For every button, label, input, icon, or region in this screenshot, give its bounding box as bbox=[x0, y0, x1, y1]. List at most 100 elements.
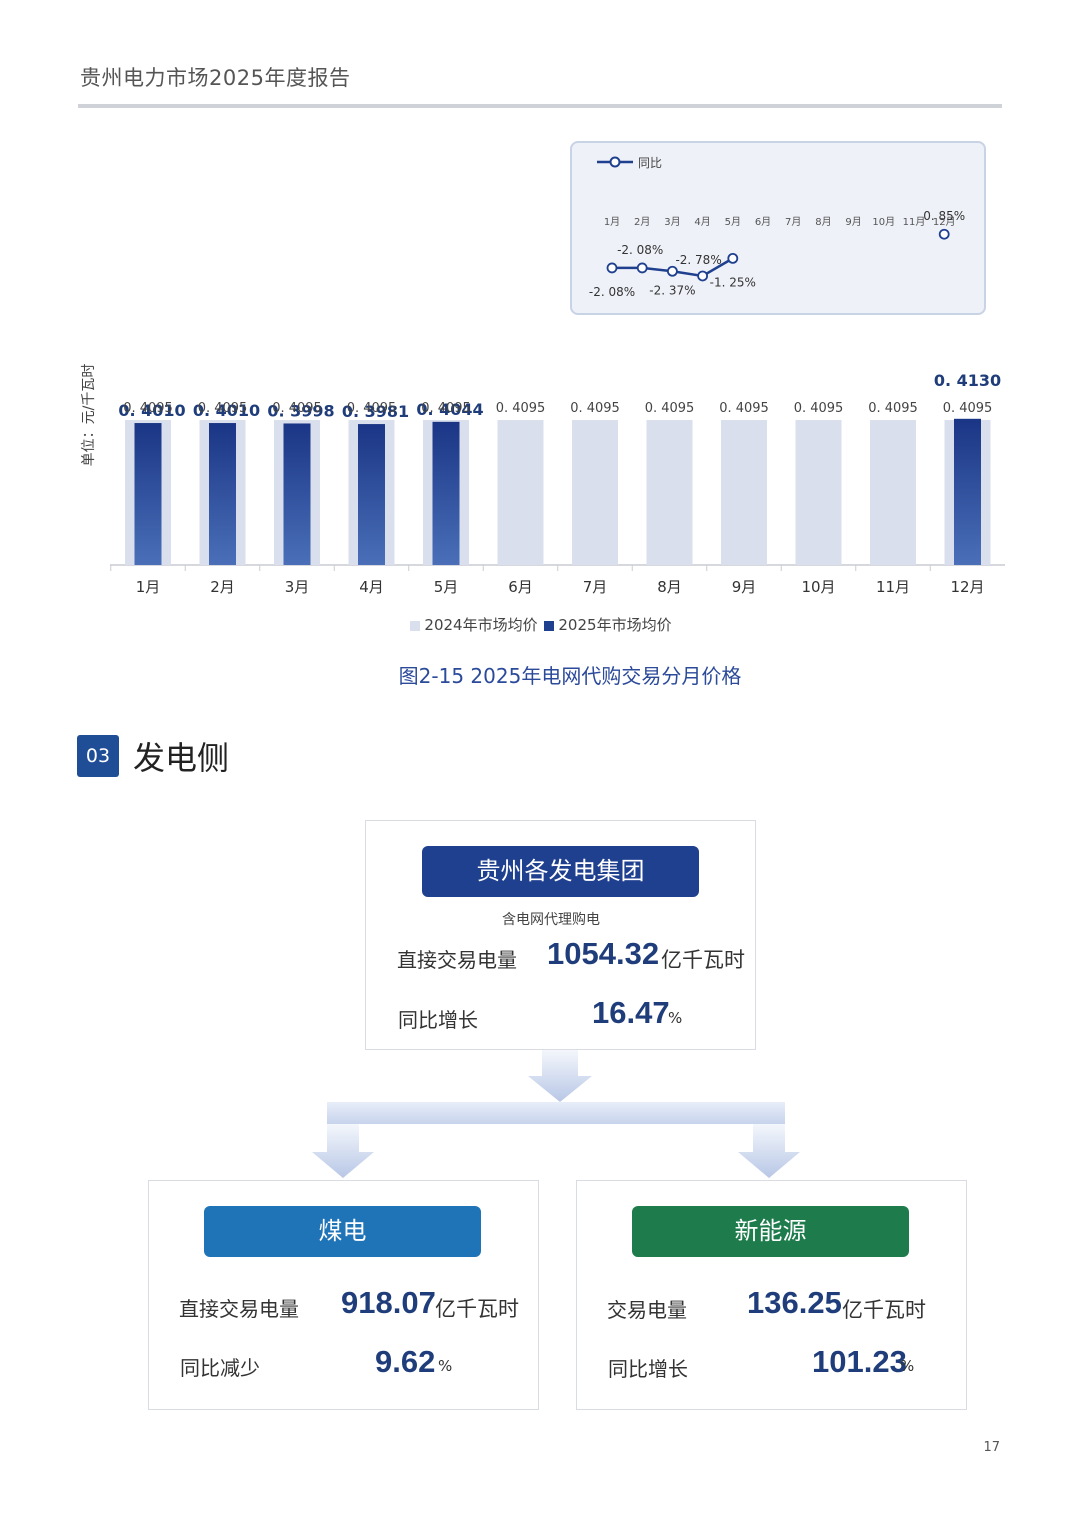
header-divider bbox=[78, 104, 1002, 108]
legend-swatch-2025 bbox=[544, 620, 555, 631]
generation-group-pill: 贵州各发电集团 bbox=[422, 846, 699, 897]
section-title: 发电侧 bbox=[133, 739, 230, 777]
bar-2025-label: 0. 4130 bbox=[934, 371, 1001, 390]
coal-row1-value: 918.07 bbox=[341, 1285, 436, 1320]
inset-x-label: 1月 bbox=[604, 216, 620, 228]
bar-2024 bbox=[572, 420, 618, 565]
new-row2-label: 同比增长 bbox=[608, 1357, 688, 1381]
bar-2024-label: 0. 4095 bbox=[570, 401, 620, 416]
new-row1-unit: 亿千瓦时 bbox=[842, 1298, 926, 1322]
bar-2025 bbox=[358, 424, 385, 565]
bar-2025-label: 0. 4044 bbox=[416, 400, 483, 419]
coal-row1-label: 直接交易电量 bbox=[179, 1297, 299, 1321]
x-tick-label: 7月 bbox=[583, 578, 608, 596]
inset-x-label: 8月 bbox=[815, 216, 831, 228]
inset-x-label: 3月 bbox=[664, 216, 680, 228]
center-down-arrow bbox=[528, 1050, 592, 1102]
note-text: 含电网代理购电 bbox=[502, 912, 600, 928]
new-row2-value: 101.23 bbox=[812, 1344, 907, 1379]
bar-2024 bbox=[795, 420, 842, 565]
top-row2-value: 16.47 bbox=[592, 995, 670, 1030]
bar-2025-label: 0. 4010 bbox=[118, 401, 185, 420]
yoy-point bbox=[636, 262, 648, 274]
new-row2-unit: % bbox=[900, 1357, 915, 1375]
yoy-point-label: -2. 08% bbox=[617, 243, 663, 257]
chart-legend: 2024年市场均价 2025年市场均价 bbox=[0, 614, 1080, 635]
yoy-point bbox=[667, 265, 678, 277]
inset-x-label: 2月 bbox=[634, 216, 650, 228]
yoy-point bbox=[727, 252, 739, 264]
bar-2025-label: 0. 3998 bbox=[267, 401, 334, 420]
bar-2025-label: 0. 4010 bbox=[193, 401, 260, 420]
new-row1-label: 交易电量 bbox=[607, 1298, 687, 1322]
new-energy-pill: 新能源 bbox=[632, 1206, 909, 1257]
bar-2024-label: 0. 4095 bbox=[496, 401, 546, 416]
bar-2025 bbox=[209, 423, 236, 565]
bar-2024-label: 0. 4095 bbox=[794, 401, 844, 416]
top-row2-unit: % bbox=[668, 1009, 683, 1027]
legend-2025-label: 2025年市场均价 bbox=[558, 616, 672, 634]
y-axis-label: 单位：元/千瓦时 bbox=[81, 364, 97, 467]
top-row2-label: 同比增长 bbox=[398, 1008, 478, 1032]
inset-x-label: 7月 bbox=[785, 216, 801, 228]
yoy-inset-panel bbox=[570, 141, 986, 315]
inset-x-label: 11月 bbox=[903, 216, 926, 228]
coal-row2-unit: % bbox=[438, 1357, 453, 1375]
bar-2025 bbox=[283, 423, 311, 565]
inset-x-label: 10月 bbox=[872, 216, 895, 228]
coal-row2-label: 同比减少 bbox=[180, 1356, 260, 1380]
yoy-point bbox=[606, 262, 618, 274]
yoy-point bbox=[697, 270, 709, 282]
inset-x-label: 6月 bbox=[755, 216, 771, 228]
yoy-point-label: -2. 78% bbox=[675, 253, 721, 267]
split-bar bbox=[327, 1102, 785, 1124]
left-down-arrow bbox=[312, 1124, 374, 1178]
coal-row2-value: 9.62 bbox=[375, 1344, 436, 1379]
coal-row1-unit: 亿千瓦时 bbox=[435, 1297, 519, 1321]
bar-2024-label: 0. 4095 bbox=[198, 401, 248, 416]
x-tick-label: 9月 bbox=[732, 578, 757, 596]
bar-2024-label: 0. 4095 bbox=[645, 401, 695, 416]
yoy-point-label: 0. 85% bbox=[923, 209, 965, 223]
top-row1-value: 1054.32 bbox=[547, 936, 660, 971]
x-tick-label: 1月 bbox=[136, 578, 161, 596]
inset-x-label: 12月 bbox=[933, 216, 956, 228]
yoy-point-label: -2. 37% bbox=[649, 283, 695, 297]
yoy-point-label: -2. 08% bbox=[589, 285, 635, 299]
legend-2024-label: 2024年市场均价 bbox=[424, 616, 538, 634]
bar-2024-label: 0. 4095 bbox=[123, 401, 173, 416]
bar-2024 bbox=[497, 420, 544, 565]
bar-2025 bbox=[432, 421, 460, 565]
x-tick-label: 4月 bbox=[359, 578, 384, 596]
page-number: 17 bbox=[983, 1440, 1000, 1455]
x-tick-label: 10月 bbox=[801, 578, 835, 596]
bar-2024 bbox=[870, 420, 916, 565]
bar-2024-label: 0. 4095 bbox=[719, 401, 769, 416]
bar-2024-label: 0. 4095 bbox=[272, 401, 322, 416]
legend-swatch-2024 bbox=[410, 620, 421, 631]
new-row1-value: 136.25 bbox=[747, 1285, 842, 1320]
section-number-badge: 03 bbox=[77, 735, 119, 777]
yoy-point bbox=[938, 228, 950, 240]
report-title: 贵州电力市场2025年度报告 bbox=[80, 66, 351, 90]
bar-2025 bbox=[954, 418, 981, 565]
bar-2024-label: 0. 4095 bbox=[347, 401, 397, 416]
x-tick-label: 5月 bbox=[434, 578, 459, 596]
x-tick-label: 3月 bbox=[285, 578, 310, 596]
x-tick-label: 6月 bbox=[508, 578, 533, 596]
bar-2024-label: 0. 4095 bbox=[943, 401, 993, 416]
legend-marker bbox=[609, 156, 621, 168]
x-tick-label: 2月 bbox=[210, 578, 235, 596]
top-row1-label: 直接交易电量 bbox=[397, 948, 517, 972]
inset-x-label: 4月 bbox=[694, 216, 710, 228]
right-down-arrow bbox=[738, 1124, 800, 1178]
x-tick-label: 11月 bbox=[876, 578, 910, 596]
yoy-line-chart: 同比 1月 2月 3月 4月 5月 6月 7月 8月 9月 10月 11月 12月 -2. 08% -2. … bbox=[589, 156, 965, 299]
bar-2025-label: 0. 3981 bbox=[342, 402, 409, 421]
legend-series-name: 同比 bbox=[638, 156, 662, 170]
figure-caption: 图2-15 2025年电网代购交易分月价格 bbox=[398, 664, 742, 688]
x-tick-label: 8月 bbox=[657, 578, 682, 596]
x-tick-label: 12月 bbox=[950, 578, 984, 596]
inset-x-label: 5月 bbox=[725, 216, 741, 228]
